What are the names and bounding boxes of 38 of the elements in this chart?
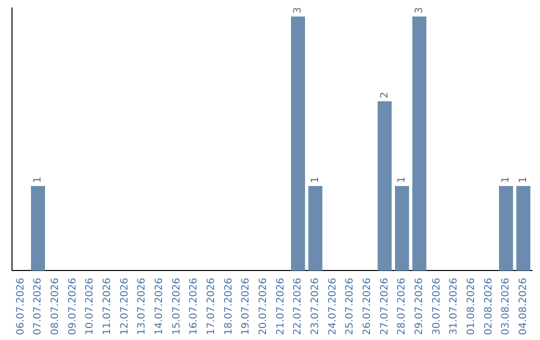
data-label: 3 bbox=[414, 7, 425, 14]
x-tick-label: 22.07.2026 bbox=[292, 278, 304, 336]
x-tick-label: 11.07.2026 bbox=[102, 278, 113, 336]
x-tick-label: 15.07.2026 bbox=[171, 278, 182, 336]
data-label: 2 bbox=[379, 92, 390, 98]
data-label: 1 bbox=[518, 176, 529, 183]
x-tick-label: 03.08.2026 bbox=[500, 278, 512, 336]
x-tick-label: 01.08.2026 bbox=[466, 278, 477, 336]
x-tick-label: 20.07.2026 bbox=[258, 278, 269, 336]
x-tick-label: 13.07.2026 bbox=[136, 278, 148, 336]
x-tick-label: 09.07.2026 bbox=[67, 278, 78, 336]
x-tick-label: 21.07.2026 bbox=[275, 278, 286, 336]
x-tick-label: 23.07.2026 bbox=[310, 278, 321, 336]
x-tick-label: 26.07.2026 bbox=[362, 278, 373, 336]
x-tick-label: 10.07.2026 bbox=[84, 278, 96, 336]
x-tick-label: 24.07.2026 bbox=[327, 278, 338, 336]
data-label: 3 bbox=[292, 7, 304, 14]
x-tick-label: 25.07.2026 bbox=[344, 278, 356, 336]
x-tick-label: 18.07.2026 bbox=[223, 278, 234, 336]
x-tick-label: 06.07.2026 bbox=[15, 278, 26, 336]
x-tick-label: 27.07.2026 bbox=[379, 278, 390, 336]
data-label: 1 bbox=[396, 176, 408, 183]
x-tick-label: 28.07.2026 bbox=[396, 278, 408, 336]
data-label: 1 bbox=[32, 176, 44, 183]
data-label: 1 bbox=[500, 176, 512, 183]
x-tick-label: 07.07.2026 bbox=[32, 278, 44, 336]
x-tick-label: 14.07.2026 bbox=[154, 278, 165, 336]
x-tick-label: 19.07.2026 bbox=[240, 278, 252, 336]
x-tick-label: 16.07.2026 bbox=[188, 278, 200, 336]
x-tick-label: 30.07.2026 bbox=[431, 278, 442, 336]
x-tick-label: 12.07.2026 bbox=[119, 278, 130, 336]
data-label: 1 bbox=[310, 176, 321, 183]
x-tick-label: 04.08.2026 bbox=[518, 278, 529, 336]
x-tick-label: 31.07.2026 bbox=[448, 278, 460, 336]
x-tick-label: 17.07.2026 bbox=[206, 278, 217, 336]
x-tick-label: 08.07.2026 bbox=[50, 278, 61, 336]
x-tick-label: 29.07.2026 bbox=[414, 278, 425, 336]
x-tick-label: 02.08.2026 bbox=[483, 278, 494, 336]
